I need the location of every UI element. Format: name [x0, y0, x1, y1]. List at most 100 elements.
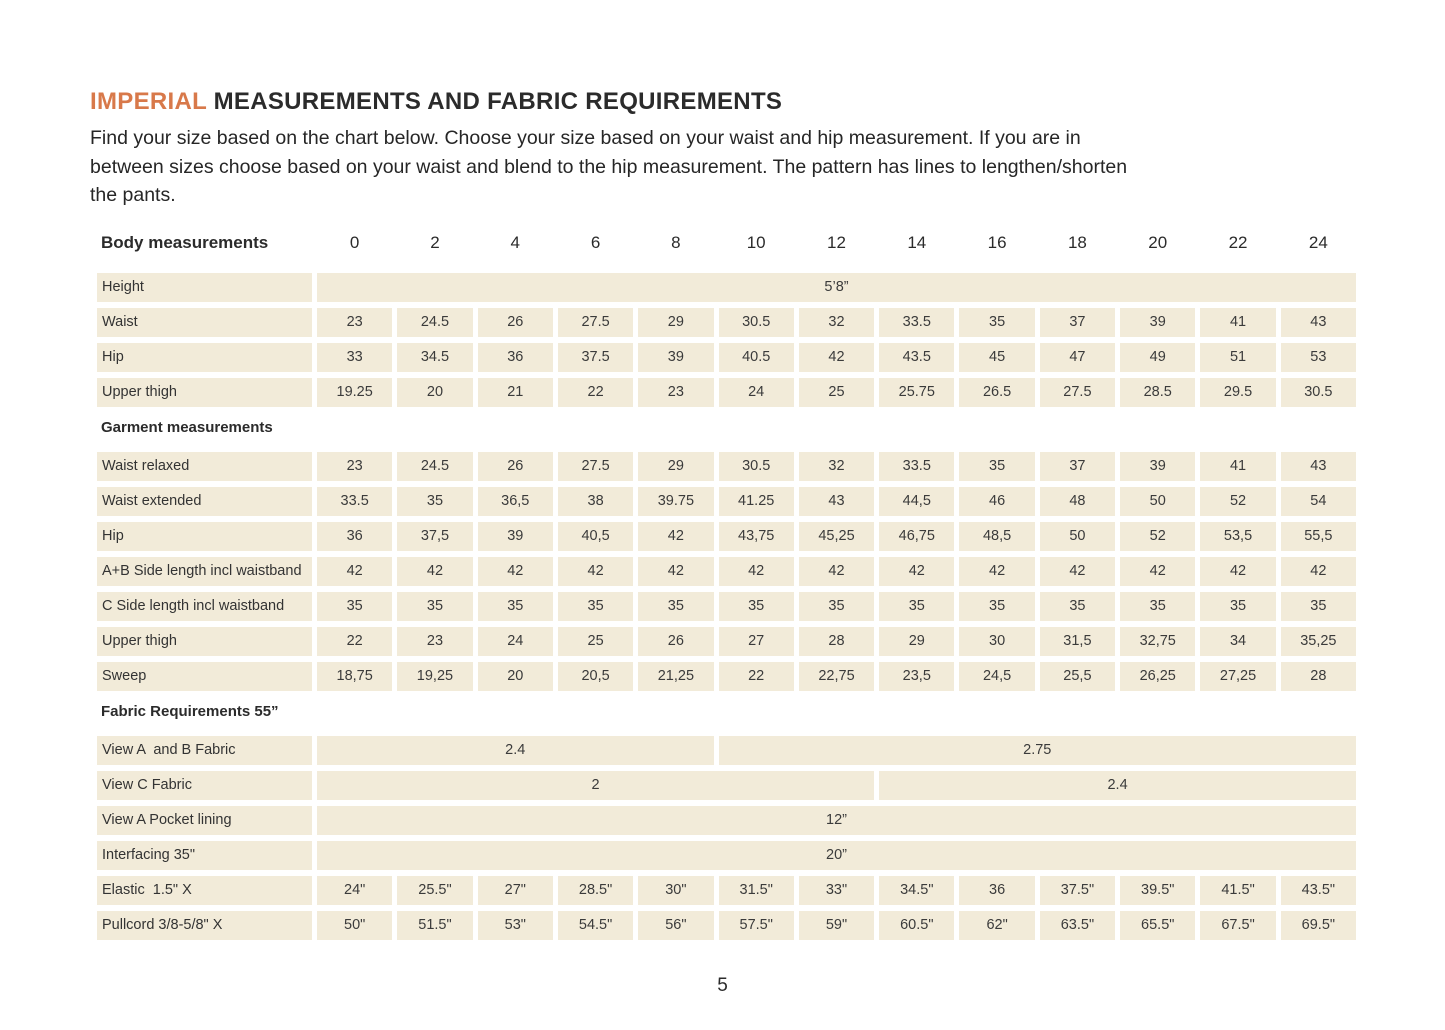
value-cell: 21,25 — [638, 661, 714, 691]
table-row: C Side length incl waistband 35 35 35 35 35 35… — [97, 591, 1356, 621]
value-cell: 35 — [638, 591, 714, 621]
span-value-cell: 2.4 — [879, 770, 1356, 800]
value-cell: 35 — [317, 591, 393, 621]
size-column-header: 10 — [746, 232, 766, 252]
size-column-header: 18 — [1067, 232, 1087, 252]
value-cell: 23 — [638, 377, 714, 407]
value-cell: 40.5 — [718, 342, 794, 372]
table-row: View A and B Fabric 2.4 2.75 — [97, 735, 1356, 765]
value-cell: 65.5" — [1120, 910, 1196, 940]
value-cell: 41.25 — [718, 486, 794, 516]
value-cell: 42 — [1200, 556, 1276, 586]
value-cell: 29 — [638, 307, 714, 337]
value-cell: 18,75 — [317, 661, 393, 691]
value-cell: 20 — [477, 661, 553, 691]
page-title-accent: IMPERIAL — [90, 88, 207, 115]
value-cell: 30.5 — [718, 307, 794, 337]
row-label: View C Fabric — [97, 770, 312, 800]
row-label: Hip — [97, 521, 312, 551]
value-cell: 37 — [1039, 307, 1116, 337]
value-cell: 59" — [798, 910, 875, 940]
value-cell: 48 — [1039, 486, 1116, 516]
row-label: View A Pocket lining — [97, 805, 312, 835]
value-cell: 45,25 — [798, 521, 875, 551]
value-cell: 50 — [1039, 521, 1116, 551]
value-cell: 42 — [718, 556, 794, 586]
value-cell: 39 — [477, 521, 553, 551]
value-cell: 37 — [1039, 451, 1116, 481]
row-label: Pullcord 3/8-5/8" X — [97, 910, 312, 940]
value-cell: 35 — [1039, 591, 1116, 621]
value-cell: 42 — [477, 556, 553, 586]
value-cell: 27.5 — [557, 307, 634, 337]
value-cell: 35 — [477, 591, 553, 621]
value-cell: 27.5 — [1039, 377, 1116, 407]
value-cell: 35 — [798, 591, 875, 621]
value-cell: 33.5 — [879, 307, 955, 337]
value-cell: 33 — [317, 342, 393, 372]
value-cell: 43,75 — [718, 521, 794, 551]
value-cell: 29 — [638, 451, 714, 481]
value-cell: 25.75 — [879, 377, 955, 407]
value-cell: 30.5 — [1280, 377, 1356, 407]
table-row: Height 5’8” — [97, 272, 1356, 302]
value-cell: 46 — [959, 486, 1035, 516]
value-cell: 42 — [959, 556, 1035, 586]
value-cell: 42 — [638, 521, 714, 551]
size-column-header: 4 — [510, 232, 520, 252]
value-cell: 34 — [1200, 626, 1276, 656]
value-cell: 35,25 — [1280, 626, 1356, 656]
value-cell: 62" — [959, 910, 1035, 940]
value-cell: 21 — [477, 377, 553, 407]
table-header-label: Body measurements — [101, 232, 269, 252]
value-cell: 28 — [1280, 661, 1356, 691]
table-row: View C Fabric 2 2.4 — [97, 770, 1356, 800]
value-cell: 52 — [1200, 486, 1276, 516]
section-header: Garment measurements — [101, 419, 273, 436]
value-cell: 19,25 — [397, 661, 473, 691]
intro-line: the pants. — [90, 184, 176, 206]
row-label: C Side length incl waistband — [97, 591, 312, 621]
value-cell: 42 — [798, 342, 875, 372]
value-cell: 42 — [397, 556, 473, 586]
value-cell: 44,5 — [879, 486, 955, 516]
value-cell: 42 — [1280, 556, 1356, 586]
value-cell: 27,25 — [1200, 661, 1276, 691]
value-cell: 35 — [959, 451, 1035, 481]
value-cell: 51 — [1200, 342, 1276, 372]
row-label: Height — [97, 272, 312, 302]
value-cell: 33.5 — [317, 486, 393, 516]
size-column-header: 20 — [1148, 232, 1168, 252]
table-row: Hip 33 34.5 36 37.5 39 40.5 42 43.5 45 47 49 51 53 — [97, 342, 1356, 372]
value-cell: 24.5 — [397, 451, 473, 481]
value-cell: 35 — [1120, 591, 1196, 621]
value-cell: 25 — [798, 377, 875, 407]
value-cell: 37,5 — [397, 521, 473, 551]
value-cell: 34.5 — [397, 342, 473, 372]
intro-line: Find your size based on the chart below.… — [90, 127, 1081, 149]
value-cell: 33" — [798, 875, 875, 905]
value-cell: 42 — [638, 556, 714, 586]
value-cell: 26 — [477, 307, 553, 337]
value-cell: 27.5 — [557, 451, 634, 481]
value-cell: 51.5" — [397, 910, 473, 940]
value-cell: 22 — [557, 377, 634, 407]
value-cell: 52 — [1120, 521, 1196, 551]
value-cell: 34.5" — [879, 875, 955, 905]
value-cell: 28.5 — [1120, 377, 1196, 407]
intro-paragraph: Find your size based on the chart below.… — [90, 124, 1355, 210]
value-cell: 48,5 — [959, 521, 1035, 551]
value-cell: 32 — [798, 307, 875, 337]
row-label: Waist — [97, 307, 312, 337]
value-cell: 29 — [879, 626, 955, 656]
value-cell: 35 — [959, 591, 1035, 621]
value-cell: 35 — [1280, 591, 1356, 621]
value-cell: 35 — [879, 591, 955, 621]
value-cell: 56" — [638, 910, 714, 940]
table-row: Waist extended 33.5 35 36,5 38 39.75 41.25 43 44… — [97, 486, 1356, 516]
size-column-header: 24 — [1308, 232, 1328, 252]
value-cell: 53" — [477, 910, 553, 940]
table-row: Upper thigh 19.25 20 21 22 23 24 25 25.75 26.5 27.… — [97, 377, 1356, 407]
size-column-header: 2 — [430, 232, 440, 252]
size-column-header: 16 — [987, 232, 1007, 252]
